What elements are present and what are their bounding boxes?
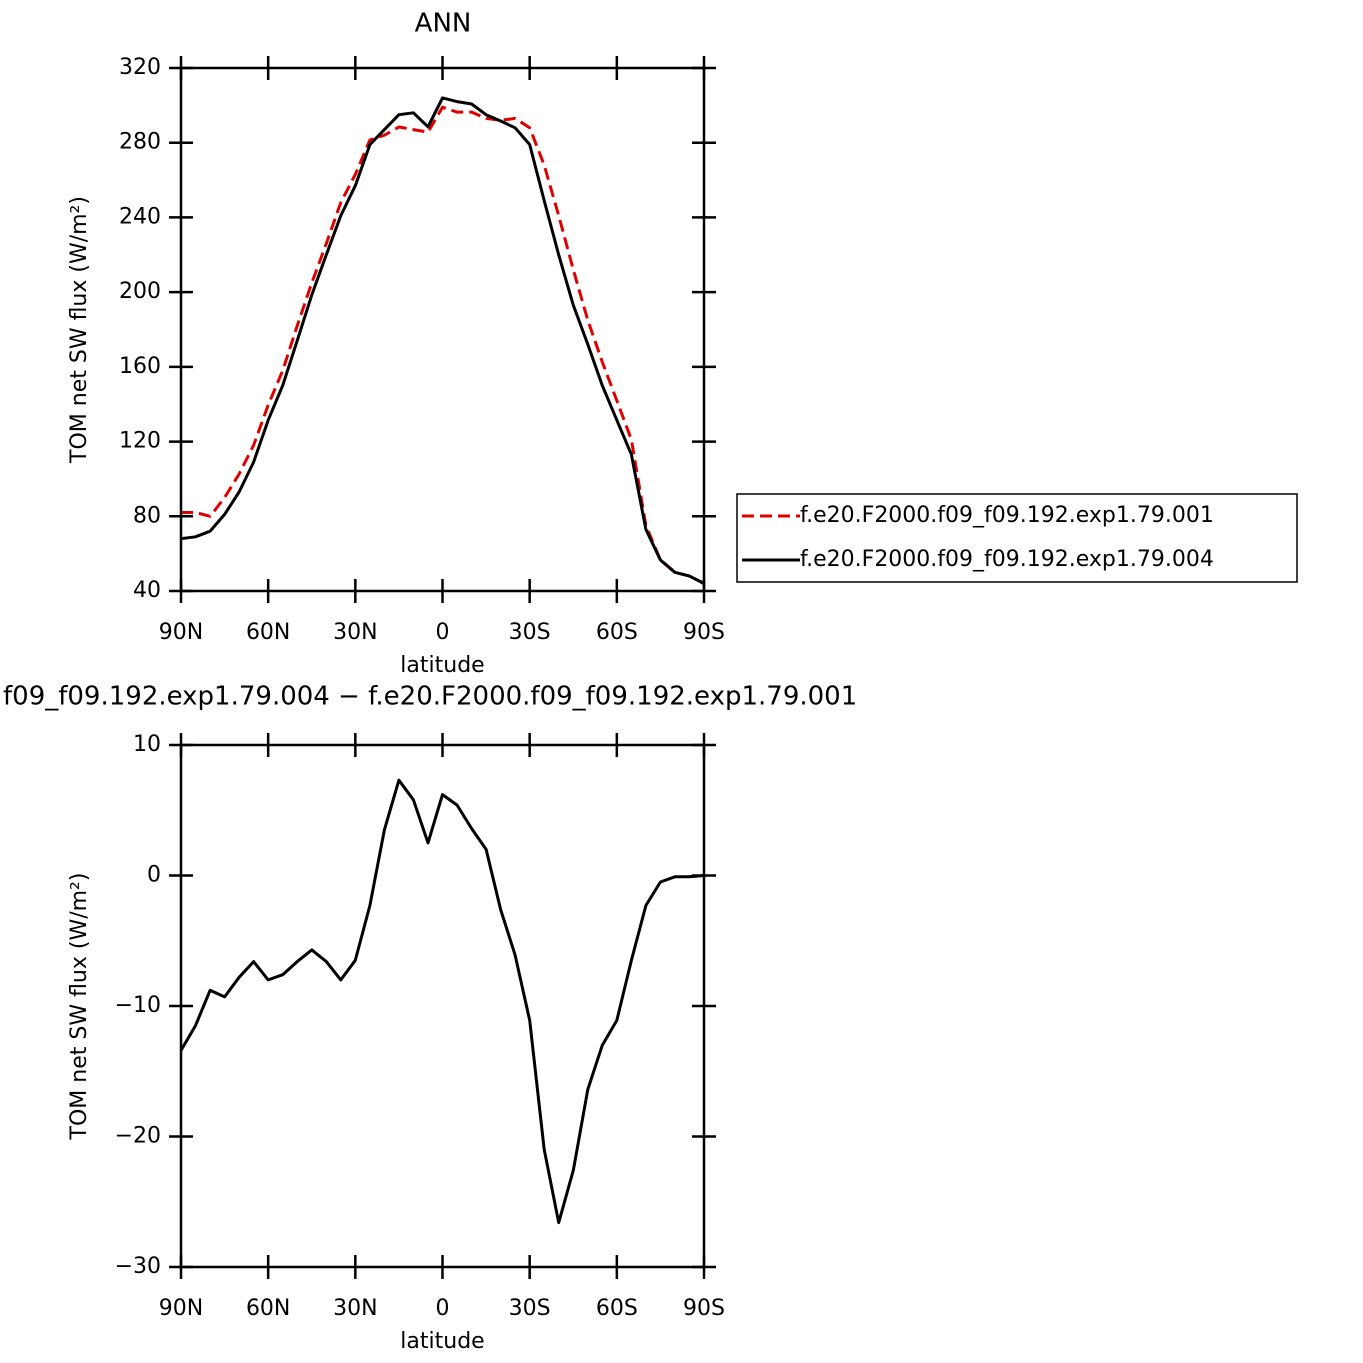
x-tick-label: 90N — [159, 1296, 203, 1321]
x-tick-label: 90N — [159, 620, 203, 645]
x-tick-label: 30S — [509, 1296, 551, 1321]
x-tick-label: 60N — [246, 620, 290, 645]
x-tick-label: 60N — [246, 1296, 290, 1321]
chart-title: ANN — [415, 9, 472, 39]
x-tick-label: 60S — [596, 620, 638, 645]
y-tick-label: 120 — [119, 429, 161, 454]
legend-label: f.e20.F2000.f09_f09.192.exp1.79.004 — [800, 547, 1214, 572]
y-tick-label: −20 — [115, 1124, 161, 1149]
x-tick-label: 0 — [436, 1296, 450, 1321]
y-tick-label: 240 — [119, 204, 161, 229]
x-axis-label: latitude — [400, 653, 484, 678]
y-tick-label: 200 — [119, 279, 161, 304]
x-tick-label: 30N — [333, 620, 377, 645]
x-axis-label: latitude — [400, 1329, 484, 1354]
y-tick-label: 320 — [119, 55, 161, 80]
data-line — [179, 778, 705, 1225]
y-axis-label: TOM net SW flux (W/m²) — [67, 873, 92, 1141]
data-line — [180, 96, 705, 585]
y-tick-label: 0 — [147, 863, 161, 888]
y-tick-label: 40 — [133, 578, 161, 603]
x-tick-label: 60S — [596, 1296, 638, 1321]
x-tick-label: 90S — [683, 1296, 725, 1321]
y-axis-label: TOM net SW flux (W/m²) — [67, 196, 92, 464]
plot-frame — [179, 743, 706, 1269]
y-tick-label: 160 — [119, 354, 161, 379]
x-tick-label: 90S — [683, 620, 725, 645]
y-tick-label: 280 — [119, 130, 161, 155]
x-tick-label: 30N — [333, 1296, 377, 1321]
x-tick-label: 0 — [436, 620, 450, 645]
x-tick-label: 30S — [509, 620, 551, 645]
y-tick-label: 10 — [133, 732, 161, 757]
legend-label: f.e20.F2000.f09_f09.192.exp1.79.001 — [800, 503, 1214, 528]
chart-title: f09_f09.192.exp1.79.004 − f.e20.F2000.f0… — [3, 682, 857, 712]
plot-frame — [179, 66, 706, 593]
y-tick-label: −10 — [115, 993, 161, 1018]
data-line — [181, 105, 705, 585]
y-tick-label: −30 — [115, 1254, 161, 1279]
y-tick-label: 80 — [133, 503, 161, 528]
legend-box — [736, 493, 1298, 583]
